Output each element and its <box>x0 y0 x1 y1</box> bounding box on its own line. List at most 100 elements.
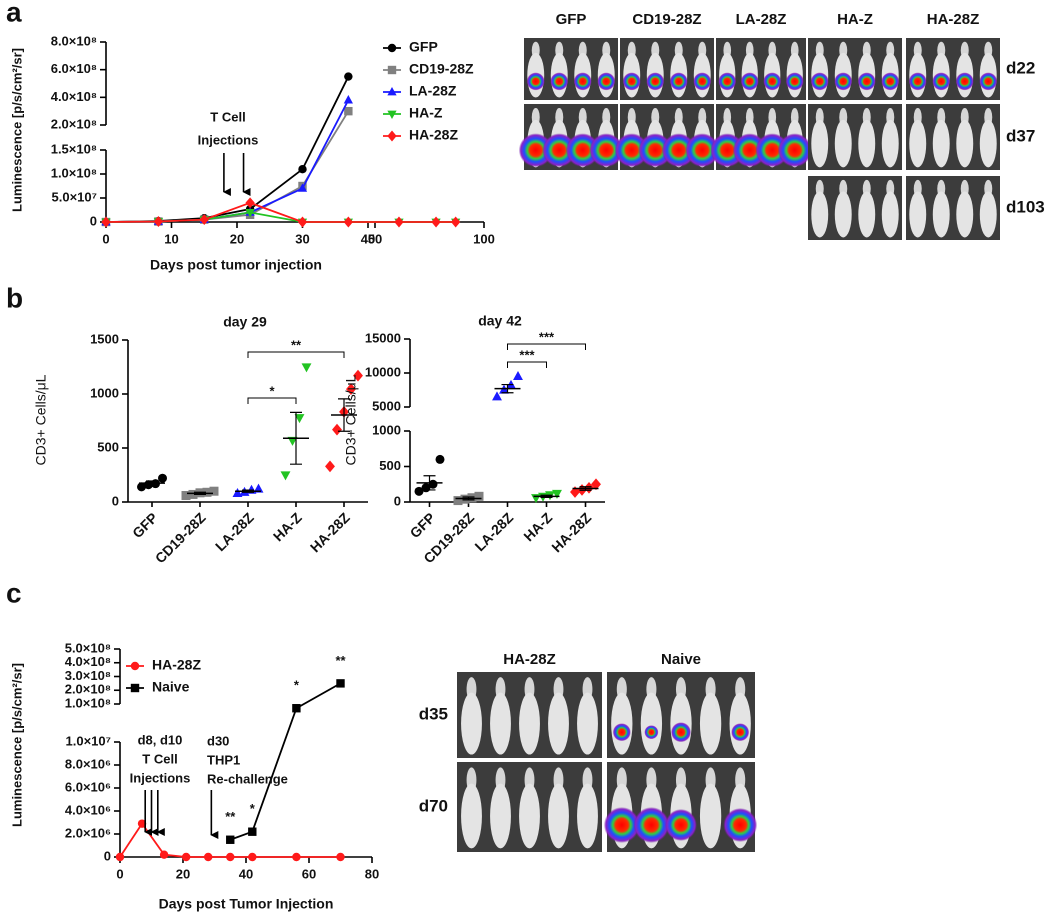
legend-label: HA-Z <box>409 105 443 121</box>
marker <box>153 216 164 227</box>
signal <box>777 133 812 168</box>
mouse <box>956 191 974 238</box>
mouse <box>834 119 852 168</box>
marker <box>232 487 243 497</box>
signal <box>518 133 553 168</box>
mouse <box>858 191 876 238</box>
y-tick-label: 3.0×10⁸ <box>65 668 111 683</box>
signal <box>979 72 998 91</box>
marker <box>202 487 212 497</box>
marker <box>159 850 169 859</box>
error-bar <box>540 494 553 498</box>
legend-label: HA-28Z <box>152 657 201 673</box>
marker <box>344 106 353 116</box>
marker <box>387 130 397 142</box>
series-line <box>105 76 350 223</box>
marker <box>248 852 257 862</box>
signal <box>589 133 624 168</box>
error-bar <box>290 411 302 465</box>
x-tick-label: LA-28Z <box>471 509 516 554</box>
y-axis-label: CD3+ Cells/μL <box>343 374 359 465</box>
y-tick-label: 1000 <box>90 385 119 400</box>
y-tick-label: 4.0×10⁶ <box>65 802 111 817</box>
mouse <box>577 692 598 755</box>
significance-bracket <box>247 351 345 358</box>
x-tick-label: 30 <box>295 231 309 246</box>
significance: * <box>250 801 256 816</box>
y-tick-label: 0 <box>104 848 111 863</box>
error-bar <box>242 489 254 493</box>
y-tick-label: 2.0×10⁸ <box>65 682 111 697</box>
mouse <box>811 191 829 238</box>
signal <box>603 807 640 843</box>
x-tick-label: 80 <box>365 866 379 881</box>
marker <box>336 852 345 862</box>
y-tick-label: 2.0×10⁸ <box>51 116 97 131</box>
annotation: d8, d10 <box>138 732 183 747</box>
signal <box>644 725 659 740</box>
legend-label: GFP <box>409 39 438 55</box>
mouse <box>548 783 569 849</box>
y-tick-label: 1.5×10⁸ <box>51 141 97 156</box>
series-line <box>229 682 341 841</box>
signal <box>718 72 737 91</box>
x-axis-label: Days post Tumor Injection <box>159 896 334 912</box>
y-tick-label: 15000 <box>365 330 401 345</box>
column-label: LA-28Z <box>736 11 787 28</box>
signal <box>633 807 670 843</box>
marker <box>158 473 167 483</box>
y-tick-label: 1.0×10⁸ <box>65 695 111 710</box>
significance: * <box>294 678 300 693</box>
y-tick-label: 1.0×10⁷ <box>66 733 112 748</box>
marker <box>253 483 264 493</box>
mouse <box>640 692 663 755</box>
y-tick-label: 0 <box>394 493 401 508</box>
marker <box>209 486 219 496</box>
mouse <box>699 783 722 849</box>
y-tick-label: 10000 <box>365 364 401 379</box>
signal <box>622 72 641 91</box>
marker <box>435 454 445 464</box>
chart-title: day 29 <box>223 314 267 330</box>
row-label: d22 <box>1006 58 1035 77</box>
mouse <box>490 692 511 755</box>
y-tick-label: 0 <box>90 213 97 228</box>
mouse <box>577 783 598 849</box>
chart-title: day 42 <box>478 313 522 329</box>
marker <box>245 209 255 218</box>
marker <box>298 165 307 174</box>
row-label: d35 <box>419 704 448 723</box>
marker <box>248 827 257 836</box>
marker <box>188 489 198 499</box>
x-tick-label: HA-28Z <box>307 509 353 555</box>
marker <box>287 436 298 446</box>
y-tick-label: 500 <box>97 439 119 454</box>
y-axis-label: Luminescence [p/s/cm²/sr] <box>9 48 24 212</box>
signal <box>526 72 545 91</box>
mouse <box>909 191 927 238</box>
signal <box>908 72 927 91</box>
marker <box>451 216 461 228</box>
marker <box>336 679 345 688</box>
mouse <box>548 692 569 755</box>
marker <box>414 486 424 496</box>
x-tick-label: HA-Z <box>520 509 555 544</box>
annotation: T Cell <box>142 751 177 766</box>
marker <box>332 423 342 436</box>
signal <box>881 72 900 91</box>
significance: *** <box>519 347 535 362</box>
y-axis-label: CD3+ Cells/μL <box>33 374 49 465</box>
mouse <box>699 692 722 755</box>
signal <box>693 72 712 91</box>
error-bar <box>423 475 436 491</box>
mouse <box>881 119 899 168</box>
marker <box>343 95 353 104</box>
annotation: Injections <box>130 770 191 785</box>
mouse <box>858 119 876 168</box>
marker <box>474 491 484 501</box>
x-tick-label: 20 <box>230 231 244 246</box>
significance-bracket <box>247 397 297 404</box>
x-tick-label: 0 <box>116 866 123 881</box>
marker <box>101 216 111 228</box>
mouse <box>519 783 540 849</box>
